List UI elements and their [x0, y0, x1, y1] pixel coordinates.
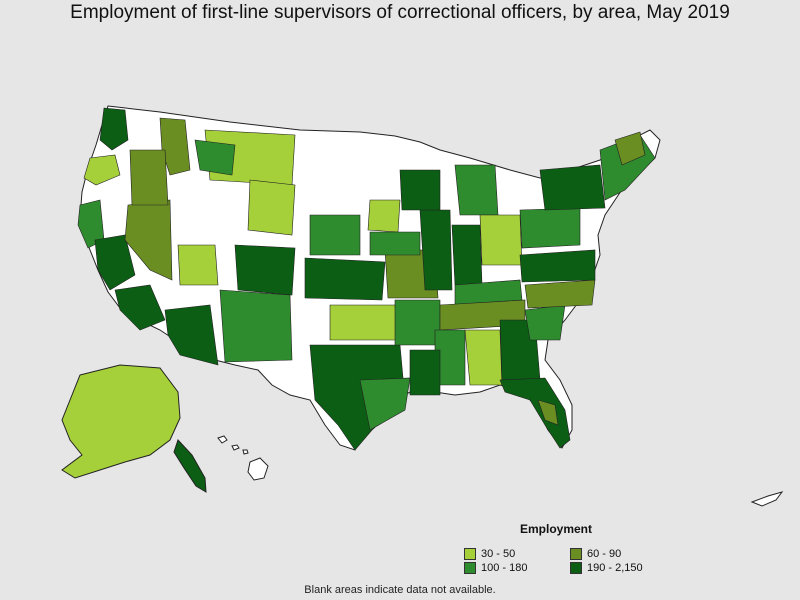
region-new-york: [539, 164, 606, 211]
region-north-carolina: [524, 279, 596, 309]
region-florida-inner: [537, 399, 559, 426]
region-idaho: [159, 117, 191, 176]
legend-label: 30 - 50: [481, 548, 516, 560]
region-texas-gulf: [359, 377, 411, 431]
pacific-islands: [750, 491, 784, 507]
region-michigan: [454, 164, 499, 216]
legend-swatch: [570, 548, 582, 560]
legend-item-60-90: 60 - 90: [570, 548, 621, 560]
region-maine: [614, 131, 646, 166]
region-pennsylvania: [519, 207, 581, 249]
region-texas-central: [309, 344, 406, 451]
region-louisiana: [409, 349, 441, 396]
region-wisconsin: [399, 169, 441, 211]
legend-swatch: [464, 562, 476, 574]
region-kansas: [304, 257, 386, 301]
data-availability-note: Blank areas indicate data not available.: [304, 584, 496, 596]
region-arkansas: [394, 299, 441, 346]
region-oregon-east: [129, 149, 169, 206]
legend-swatch: [464, 548, 476, 560]
region-alabama: [464, 329, 503, 386]
region-iowa: [369, 231, 421, 256]
region-utah: [177, 244, 219, 286]
legend-item-100-180: 100 - 180: [464, 562, 527, 574]
region-montana-west: [194, 139, 236, 176]
region-virginia: [519, 249, 596, 283]
region-washington-west: [99, 107, 129, 151]
region-ohio: [479, 214, 523, 266]
region-indiana: [451, 224, 483, 286]
region-wyoming: [247, 179, 296, 236]
region-nebraska: [309, 214, 361, 256]
legend-item-30-50: 30 - 50: [464, 548, 515, 560]
legend-label: 60 - 90: [587, 548, 622, 560]
region-california-south: [114, 284, 166, 331]
legend-label: 100 - 180: [481, 562, 528, 574]
hawaii: [217, 435, 269, 481]
map-title: Employment of first-line supervisors of …: [70, 2, 730, 23]
region-colorado: [234, 244, 296, 296]
region-oregon-west: [83, 154, 121, 186]
region-arizona: [164, 304, 219, 366]
legend-item-190-2150: 190 - 2,150: [570, 562, 643, 574]
region-california-central: [94, 234, 136, 291]
alaska: [61, 364, 181, 479]
region-minnesota: [367, 199, 401, 233]
region-south-carolina: [524, 304, 566, 341]
alaska-panhandle: [173, 439, 207, 493]
region-new-mexico: [219, 289, 293, 363]
region-illinois: [419, 209, 453, 291]
region-oklahoma: [329, 304, 399, 341]
legend-title: Employment: [520, 522, 593, 536]
legend-swatch: [570, 562, 582, 574]
legend-label: 190 - 2,150: [587, 562, 643, 574]
region-florida: [499, 377, 571, 449]
